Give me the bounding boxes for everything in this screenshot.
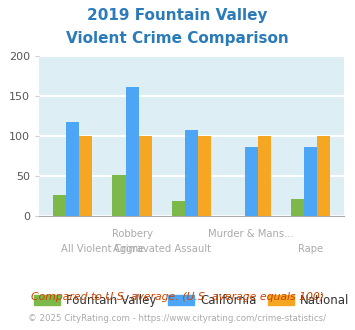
Text: Aggravated Assault: Aggravated Assault: [113, 244, 211, 254]
Text: Compared to U.S. average. (U.S. average equals 100): Compared to U.S. average. (U.S. average …: [31, 292, 324, 302]
Text: Robbery: Robbery: [111, 229, 153, 239]
Bar: [79, 136, 92, 216]
Bar: [185, 130, 198, 216]
Text: 2019 Fountain Valley: 2019 Fountain Valley: [87, 8, 268, 23]
Bar: [291, 199, 304, 216]
Bar: [245, 147, 258, 216]
Text: © 2025 CityRating.com - https://www.cityrating.com/crime-statistics/: © 2025 CityRating.com - https://www.city…: [28, 314, 327, 323]
Bar: [258, 136, 271, 216]
Bar: [66, 122, 79, 216]
Bar: [317, 136, 331, 216]
Bar: [172, 201, 185, 216]
Bar: [304, 147, 317, 216]
Bar: [53, 195, 66, 216]
Bar: [198, 136, 211, 216]
Text: Rape: Rape: [298, 244, 323, 254]
Legend: Fountain Valley, California, National: Fountain Valley, California, National: [29, 289, 354, 312]
Text: Murder & Mans...: Murder & Mans...: [208, 229, 294, 239]
Bar: [126, 86, 139, 216]
Text: Violent Crime Comparison: Violent Crime Comparison: [66, 31, 289, 46]
Bar: [113, 175, 126, 216]
Text: All Violent Crime: All Violent Crime: [61, 244, 144, 254]
Bar: [139, 136, 152, 216]
